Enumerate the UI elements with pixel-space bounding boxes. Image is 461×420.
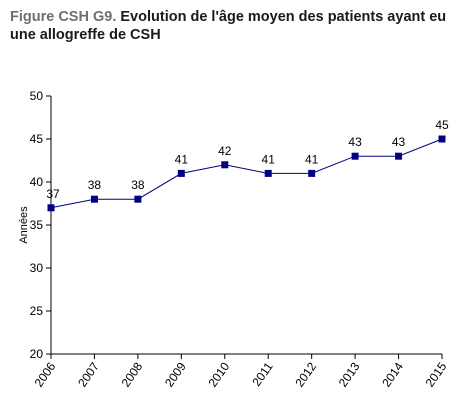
y-tick-label: 20 xyxy=(30,347,44,361)
x-tick-label: 2013 xyxy=(336,359,363,389)
x-tick-label: 2015 xyxy=(423,359,450,389)
figure-number: Figure CSH G9. xyxy=(10,9,117,25)
data-label: 43 xyxy=(392,135,406,149)
y-tick-label: 40 xyxy=(30,175,44,189)
y-axis-title: Années xyxy=(18,206,30,244)
y-tick-label: 30 xyxy=(30,261,44,275)
data-point-marker xyxy=(90,195,98,203)
data-point-marker xyxy=(395,152,403,160)
y-tick-label: 35 xyxy=(30,218,44,232)
x-tick-label: 2009 xyxy=(162,359,189,389)
chart-title: Figure CSH G9. Evolution de l'âge moyen … xyxy=(10,8,450,44)
data-point-marker xyxy=(438,135,446,143)
data-point-marker xyxy=(177,169,185,177)
data-point-marker xyxy=(351,152,359,160)
series-line xyxy=(50,138,443,209)
x-tick-label: 2007 xyxy=(75,359,102,389)
x-tick-label: 2011 xyxy=(249,359,275,388)
data-label: 38 xyxy=(88,178,102,192)
data-label: 45 xyxy=(435,118,449,132)
x-tick-label: 2012 xyxy=(292,359,319,389)
data-point-marker xyxy=(47,204,55,212)
data-point-marker xyxy=(264,169,272,177)
data-label: 41 xyxy=(175,152,189,166)
data-label: 41 xyxy=(262,152,276,166)
y-tick-label: 25 xyxy=(30,304,44,318)
data-label: 37 xyxy=(46,187,60,201)
data-label: 38 xyxy=(131,178,145,192)
data-label: 41 xyxy=(305,152,319,166)
x-tick-label: 2010 xyxy=(205,359,232,389)
figure-title-text: Evolution de l'âge moyen des patients ay… xyxy=(10,9,447,43)
data-point-marker xyxy=(134,195,142,203)
y-tick-label: 45 xyxy=(30,132,44,146)
data-point-marker xyxy=(221,161,229,169)
x-tick-label: 2008 xyxy=(119,359,146,389)
chart-axes: 20 25 30 35 40 45 50 2006 2007 2008 2009 2010 2011 20… xyxy=(30,89,450,390)
series-group xyxy=(47,135,446,212)
data-label: 43 xyxy=(348,135,362,149)
x-tick-label: 2006 xyxy=(32,359,59,389)
x-tick-label: 2014 xyxy=(379,359,406,389)
data-labels-group: 37 38 38 41 42 41 41 43 43 45 xyxy=(46,118,449,201)
data-label: 42 xyxy=(218,144,232,158)
y-tick-label: 50 xyxy=(30,89,44,103)
data-point-marker xyxy=(308,169,316,177)
